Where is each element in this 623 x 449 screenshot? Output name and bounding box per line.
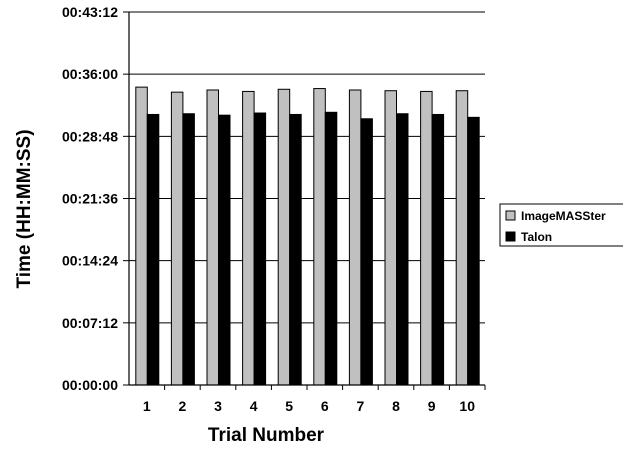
axes	[123, 11, 486, 390]
y-axis-title: Time (HH:MM:SS)	[14, 129, 35, 288]
x-tick-label: 7	[357, 398, 365, 414]
legend-swatch-imagemasster	[505, 210, 516, 221]
x-tick-label: 5	[285, 398, 293, 414]
bar-talon-trial-2	[182, 113, 195, 386]
bar-talon-trial-7	[360, 118, 373, 386]
x-tick-label: 1	[143, 398, 151, 414]
bar-talon-trial-1	[146, 113, 160, 386]
bar-imagemasster-trial-3	[206, 89, 219, 386]
bar-imagemasster-trial-4	[242, 90, 255, 386]
bar-talon-trial-6	[324, 111, 338, 386]
bar-imagemasster-trial-5	[277, 88, 291, 386]
x-axis-title: Trial Number	[208, 425, 325, 446]
y-tick-label: 00:43:12	[62, 4, 118, 20]
x-tick-label: 8	[392, 398, 400, 414]
bar-imagemasster-trial-10	[455, 90, 469, 386]
bar-imagemasster-trial-7	[348, 89, 362, 386]
y-tick-label: 00:00:00	[62, 377, 118, 393]
legend-swatch-talon	[505, 231, 516, 242]
bars	[135, 86, 480, 386]
bar-talon-trial-8	[396, 113, 409, 386]
y-tick-label: 00:14:24	[62, 253, 118, 269]
y-tick-label: 00:28:48	[62, 128, 118, 144]
bar-imagemasster-trial-2	[170, 91, 184, 386]
y-tick-label: 00:07:12	[62, 315, 118, 331]
x-tick-label: 2	[179, 398, 187, 414]
x-tick-labels: 1 2 3 4 5 6 7 8 9 10	[143, 398, 475, 414]
bar-imagemasster-trial-8	[384, 90, 397, 386]
bar-talon-trial-9	[431, 113, 445, 386]
bar-talon-trial-5	[289, 113, 302, 386]
x-tick-label: 9	[428, 398, 436, 414]
y-tick-labels: 00:00:00 00:07:12 00:14:24 00:21:36 00:28:48…	[62, 4, 118, 393]
bar-imagemasster-trial-9	[420, 90, 433, 386]
legend-label-talon: Talon	[521, 230, 552, 244]
y-tick-label: 00:21:36	[62, 191, 118, 207]
bar-imagemasster-trial-1	[135, 86, 148, 386]
x-tick-label: 3	[214, 398, 222, 414]
bar-talon-trial-4	[253, 112, 267, 386]
x-tick-label: 6	[321, 398, 329, 414]
bar-imagemasster-trial-6	[313, 88, 326, 386]
y-tick-label: 00:36:00	[62, 66, 118, 82]
bar-talon-trial-3	[218, 114, 231, 386]
x-tick-label: 10	[459, 398, 475, 414]
legend-label-imagemasster: ImageMASSter	[521, 209, 606, 223]
x-tick-label: 4	[250, 398, 258, 414]
legend: ImageMASSter Talon	[499, 203, 623, 247]
bar-talon-trial-10	[467, 116, 480, 386]
